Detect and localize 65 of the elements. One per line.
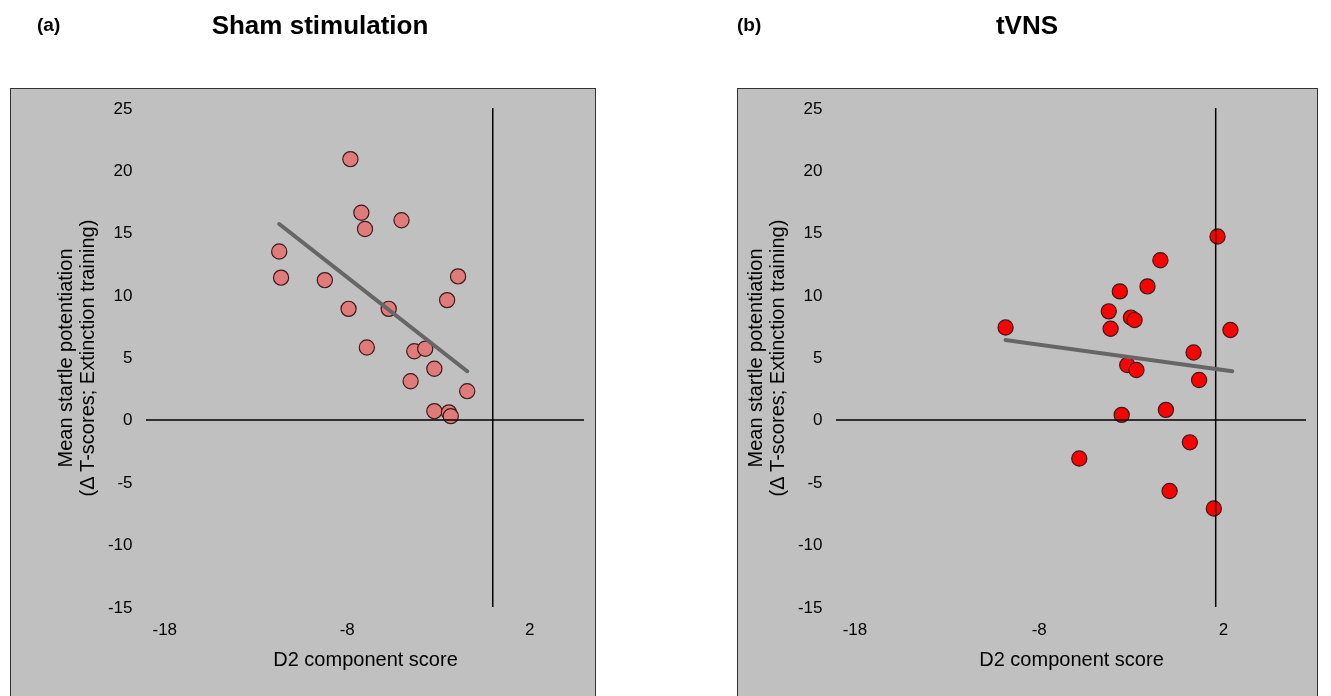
point bbox=[1190, 371, 1208, 389]
y-tick-label: 25 bbox=[803, 98, 823, 118]
point bbox=[417, 340, 434, 357]
y-axis-title: Mean startle potentiation (Δ T-scores; Extinction training) bbox=[53, 219, 98, 497]
point bbox=[1222, 321, 1239, 339]
point bbox=[358, 339, 376, 356]
point bbox=[272, 269, 290, 286]
y-tick-label: 15 bbox=[803, 223, 823, 243]
y-tick-label: 0 bbox=[123, 410, 133, 430]
y-tick-label: -10 bbox=[797, 535, 823, 555]
point bbox=[438, 291, 456, 309]
text: (a) bbox=[37, 14, 61, 36]
point bbox=[459, 383, 476, 400]
x-axis-title: D2 component score bbox=[273, 647, 458, 670]
y-tick-label: -15 bbox=[107, 597, 133, 617]
point bbox=[340, 300, 357, 318]
x-tick-label: 2 bbox=[525, 619, 535, 639]
x-axis-title: D2 component score bbox=[979, 647, 1164, 670]
point bbox=[449, 268, 467, 285]
point bbox=[342, 150, 359, 168]
text: (b) bbox=[737, 14, 762, 36]
point bbox=[316, 271, 334, 289]
y-tick-label: -15 bbox=[797, 597, 823, 617]
point bbox=[1181, 434, 1199, 451]
x-tick-label: -8 bbox=[339, 619, 355, 639]
y-tick-label: 25 bbox=[113, 98, 133, 118]
y-tick-label: 20 bbox=[803, 160, 823, 180]
y-tick-label: 10 bbox=[803, 285, 823, 305]
point bbox=[997, 319, 1014, 336]
point bbox=[393, 212, 410, 229]
point bbox=[1139, 278, 1156, 295]
point bbox=[426, 402, 443, 420]
y-axis-title: Mean startle potentiation (Δ T-scores; Extinction training) bbox=[743, 219, 788, 497]
y-tick-label: 10 bbox=[113, 285, 133, 305]
point bbox=[426, 360, 443, 377]
chart-title: tVNS bbox=[994, 10, 1060, 41]
point bbox=[271, 243, 288, 260]
x-tick-label: 2 bbox=[1218, 619, 1229, 639]
point bbox=[402, 373, 419, 390]
y-tick-label: 20 bbox=[113, 160, 133, 180]
point bbox=[1100, 303, 1117, 320]
point bbox=[1152, 252, 1169, 269]
point bbox=[1102, 320, 1119, 337]
point bbox=[1157, 401, 1175, 419]
y-tick-label: 15 bbox=[113, 223, 133, 243]
point bbox=[1126, 311, 1143, 329]
point bbox=[1111, 283, 1129, 300]
point bbox=[1209, 228, 1226, 245]
point bbox=[1161, 482, 1178, 500]
y-tick-label: -5 bbox=[117, 472, 133, 492]
x-tick-label: -8 bbox=[1031, 619, 1047, 639]
point bbox=[1185, 344, 1202, 361]
y-tick-label: -10 bbox=[107, 535, 133, 555]
point bbox=[1071, 450, 1088, 467]
y-tick-label: 5 bbox=[813, 348, 823, 367]
x-tick-label: -18 bbox=[842, 619, 868, 639]
y-tick-label: 0 bbox=[813, 410, 823, 430]
chart-title: Sham stimulation bbox=[210, 10, 430, 41]
point bbox=[356, 220, 374, 238]
y-tick-label: -5 bbox=[807, 472, 823, 492]
x-tick-label: -18 bbox=[152, 619, 178, 639]
point bbox=[353, 204, 370, 221]
point bbox=[1128, 361, 1145, 379]
point bbox=[1205, 500, 1223, 517]
y-tick-label: 5 bbox=[123, 348, 133, 367]
